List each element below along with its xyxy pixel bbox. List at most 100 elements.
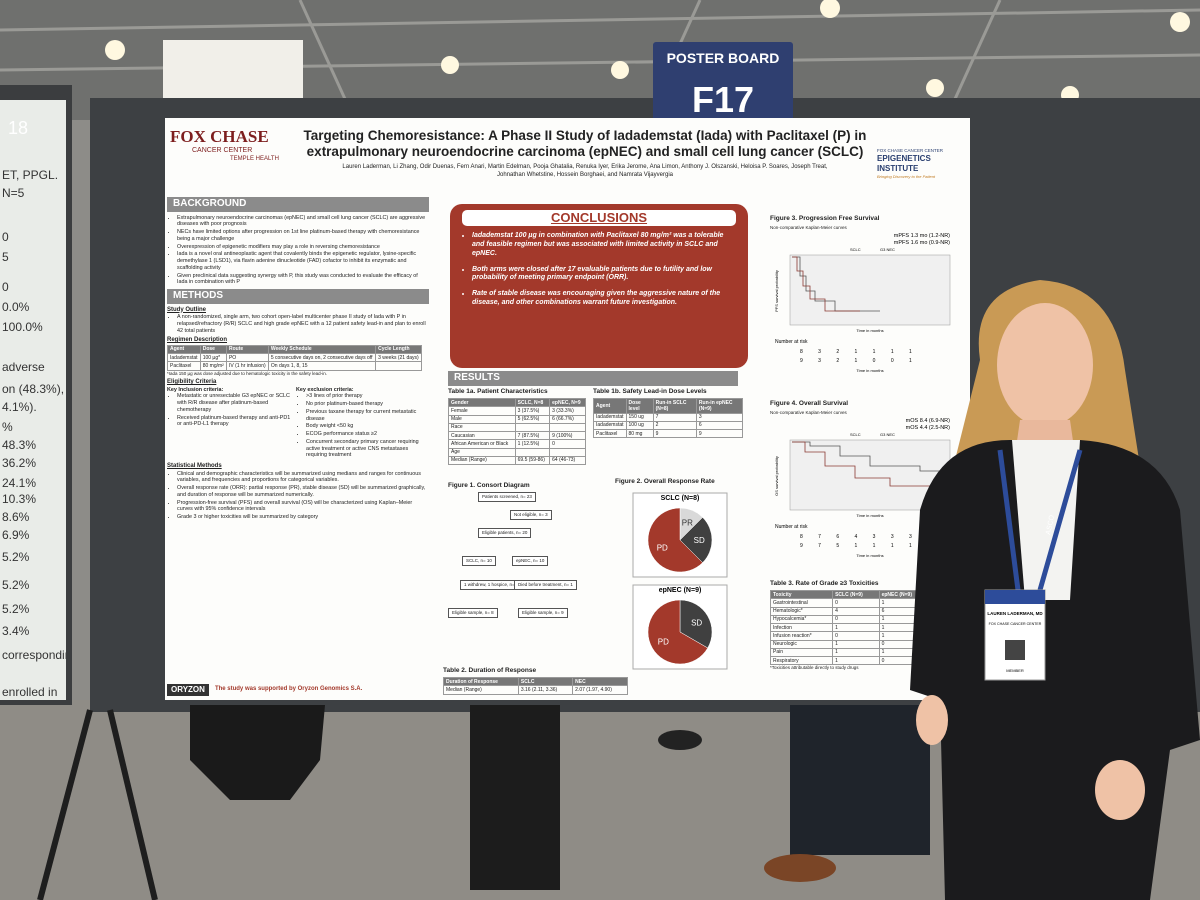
fragment-text: on (48.3%), — [2, 382, 65, 396]
figure1: Figure 1. Consort Diagram Patients scree… — [448, 480, 638, 650]
table-cell: SCLC, N=8 — [514, 398, 551, 408]
fragment-text: 5.2% — [2, 578, 30, 592]
table-row: Duration of Response SCLC NEC — [443, 677, 628, 687]
caption: Figure 2. Overall Response Rate — [615, 478, 715, 485]
inclusion: Key Inclusion criteria:Metastatic or unr… — [167, 387, 292, 461]
caption: Figure 1. Consort Diagram — [448, 482, 530, 489]
fragment-text: 8.6% — [2, 510, 30, 524]
table-cell: Cycle Length — [375, 344, 422, 355]
table-cell: Run-in SCLC (N=8) — [652, 398, 697, 414]
table-cell: 3 (37.5%) — [514, 406, 551, 416]
criteria: Key Inclusion criteria:Metastatic or unr… — [167, 387, 429, 461]
section-heading: BACKGROUND — [167, 197, 429, 212]
subheading: Regimen Description — [167, 337, 228, 344]
table-row: Agent Dose level Run-in SCLC (N=8) Run-in e… — [593, 398, 744, 414]
sponsor: ORYZON — [167, 684, 209, 696]
list-item: Body weight <50 kg — [306, 423, 426, 430]
left-poster — [0, 100, 66, 700]
legend-entry: G3 NEC — [880, 432, 895, 437]
list-item: Previous taxane therapy for current meta… — [306, 409, 426, 423]
exclusion: Key exclusion criteria:>3 lines of prior… — [296, 387, 426, 461]
fragment-text: 0.0% — [2, 300, 30, 314]
consort-box: epNEC, n= 10 — [512, 556, 549, 566]
presenter: ASCO LAUREN LADERMAN, MD FOX CHASE CANCE… — [910, 280, 1200, 900]
pie-label: PR — [682, 518, 693, 527]
pie-label: PD — [658, 638, 669, 647]
caption: Figure 3. Progression Free Survival — [770, 215, 880, 222]
median: mOS 8.4 (6.9-NR) — [906, 418, 950, 424]
axis-label: Time in months — [856, 328, 883, 333]
label: Key Inclusion criteria: — [167, 386, 224, 393]
table-cell: 6 — [695, 420, 744, 431]
shirt — [1012, 440, 1080, 600]
caption: Table 2. Duration of Response — [443, 667, 537, 674]
table-cell: 9 — [695, 429, 744, 439]
poster-title: Targeting Chemoresistance: A Phase II St… — [303, 128, 867, 160]
fragment-text: 48.3% — [2, 438, 37, 452]
fragment-text: 6.9% — [2, 528, 30, 542]
table-cell: 100 µg* — [199, 352, 227, 363]
table-cell: Agent — [593, 398, 627, 414]
figure2: Figure 2. Overall Response Rate SCLC (N=… — [615, 476, 745, 681]
table-cell: Race — [448, 422, 516, 433]
table-cell: SCLC (N=9) — [832, 590, 880, 600]
table3: Table 3. Rate of Grade ≥3 Toxicities Tox… — [769, 578, 940, 671]
institute-tagline: Bringing Discovery to the Patient — [877, 173, 936, 179]
conclusions: CONCLUSIONS Iadademstat 100 µg in combin… — [450, 204, 748, 368]
table-cell: Paclitaxel — [167, 361, 201, 371]
logo: FOX CHASE CANCER CENTER TEMPLE HEALTH — [170, 126, 295, 164]
table-cell — [514, 447, 551, 457]
table-cell: 0 — [549, 439, 586, 449]
list-item: Given preclinical data suggesting synerg… — [177, 273, 429, 287]
table-cell: 1 — [832, 623, 880, 633]
list-item: Progression-free survival (PFS) and over… — [177, 500, 429, 514]
face — [997, 303, 1093, 427]
list-item: Both arms were closed after 17 evaluable… — [472, 266, 736, 284]
table-cell: 7 (87.5%) — [514, 431, 551, 441]
table-cell: 2 — [652, 420, 697, 431]
table-cell: Dose — [199, 344, 227, 355]
table-cell: Gastrointestinal — [769, 598, 834, 608]
pie-title: epNEC (N=9) — [659, 587, 702, 594]
table-cell: Hematologic* — [769, 606, 834, 616]
list-item: Clinical and demographic characteristics… — [177, 471, 429, 485]
table-cell: 1 — [832, 656, 880, 666]
table-cell: 6 (66.7%) — [549, 414, 586, 424]
table-cell: 1 — [832, 639, 880, 649]
note: Non-comparative Kaplan-Meier curves — [770, 410, 847, 416]
institute-sub: FOX CHASE CANCER CENTER — [877, 148, 944, 153]
caption: Table 3. Rate of Grade ≥3 Toxicities — [770, 580, 879, 587]
table-cell: 9 — [652, 429, 697, 439]
consort-box: SCLC, n= 10 — [462, 556, 496, 566]
table-cell: Respiratory — [769, 656, 834, 666]
subheading: Statistical Methods — [167, 463, 222, 470]
table-cell: 1 — [832, 647, 880, 658]
fragment-text: corresponding — [2, 648, 66, 662]
table-cell: 69.5 (59-86) — [514, 455, 551, 466]
table-cell: PO — [225, 352, 269, 363]
median: mPFS 1.3 mo (1.2-NR) — [894, 233, 950, 239]
table-cell — [375, 361, 422, 371]
table: Agent Dose level Run-in SCLC (N=8) Run-in e… — [593, 398, 744, 439]
consort-box: Eligible patients, n= 20 — [478, 528, 532, 538]
logo-sub: CANCER CENTER — [192, 147, 253, 155]
blank-sign — [163, 40, 303, 105]
fragment-text: 5.2% — [2, 550, 30, 564]
table-cell: SCLC — [517, 677, 574, 687]
table-cell: 80 mg — [625, 429, 654, 439]
table-cell: 3 — [695, 412, 744, 422]
table-cell: Agent — [167, 344, 201, 355]
hand — [916, 695, 948, 745]
badge-name: LAUREN LADERMAN, MD — [987, 611, 1043, 616]
left-column: BACKGROUND Extrapulmonary neuroendocrine… — [167, 194, 429, 522]
left-poster-text: 18 ET, PPGL. N=5 0 5 0 0.0% 100.0% adverse on (48… — [0, 100, 66, 700]
table-row: Median (Range) 3.16 (2.11, 3.36) 2.07 (1.9… — [443, 685, 628, 695]
table: Toxicity SCLC (N=9) epNEC (N=9) Gastrointes… — [769, 590, 931, 666]
table: Gender SCLC, N=8 epNEC, N=9 Female 3 (37.5%)… — [448, 398, 586, 466]
table1a: Table 1a. Patient Characteristics Gender… — [448, 386, 588, 466]
conclusions-list: Iadademstat 100 µg in combination with P… — [462, 232, 736, 307]
regimen-table: Agent Dose Route Weekly Schedule Cycle Lengt… — [167, 344, 422, 371]
table-cell: Iadademstat — [593, 412, 627, 422]
